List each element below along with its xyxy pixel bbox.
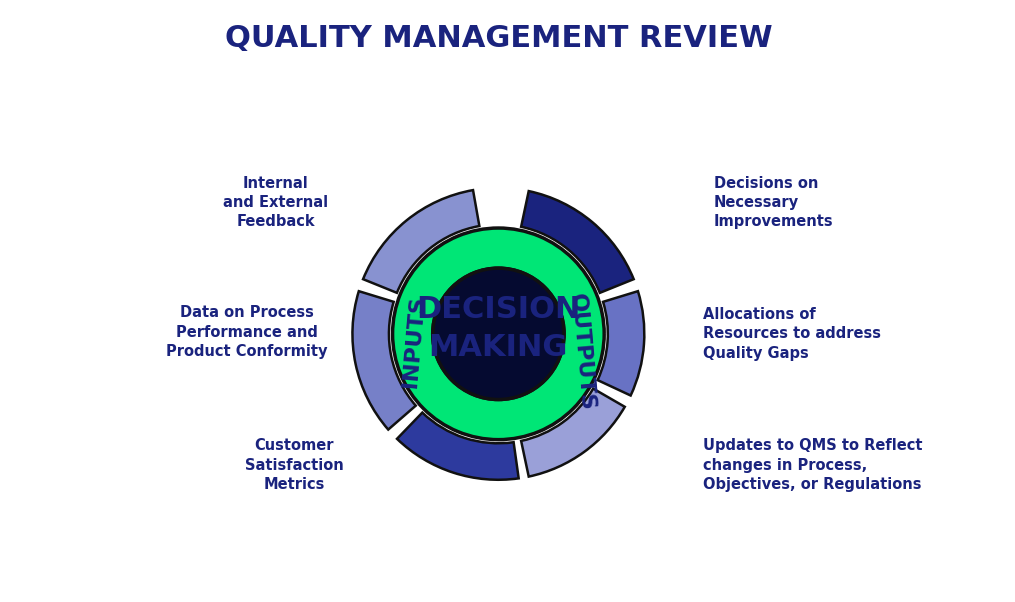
Text: QUALITY MANAGEMENT REVIEW: QUALITY MANAGEMENT REVIEW (224, 23, 772, 53)
Wedge shape (598, 291, 645, 396)
Text: Internal
and External
Feedback: Internal and External Feedback (223, 176, 329, 229)
Text: Data on Process
Performance and
Product Conformity: Data on Process Performance and Product … (165, 305, 328, 359)
Text: Updates to QMS to Reflect
changes in Process,
Objectives, or Regulations: Updates to QMS to Reflect changes in Pro… (702, 438, 923, 492)
Text: DECISION
MAKING: DECISION MAKING (416, 295, 581, 362)
Text: Decisions on
Necessary
Improvements: Decisions on Necessary Improvements (714, 176, 833, 229)
Wedge shape (363, 190, 479, 293)
Wedge shape (393, 228, 604, 439)
Text: Allocations of
Resources to address
Quality Gaps: Allocations of Resources to address Qual… (702, 307, 881, 361)
Wedge shape (521, 191, 633, 293)
Wedge shape (521, 388, 625, 477)
Wedge shape (352, 291, 416, 430)
Wedge shape (397, 412, 519, 480)
Text: OUTPUTS: OUTPUTS (567, 293, 598, 412)
Text: INPUTS: INPUTS (401, 294, 428, 388)
Circle shape (432, 268, 564, 400)
Text: Customer
Satisfaction
Metrics: Customer Satisfaction Metrics (245, 438, 343, 492)
